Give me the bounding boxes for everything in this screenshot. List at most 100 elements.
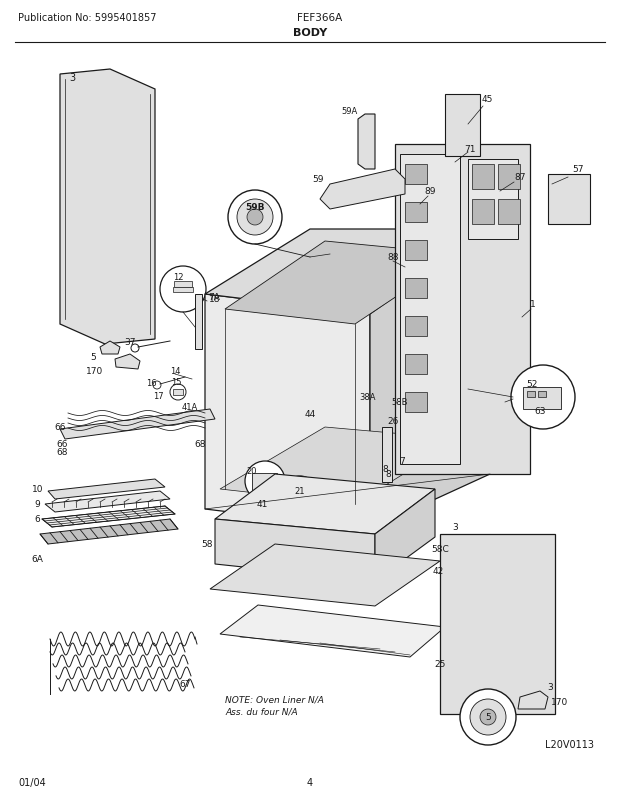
Circle shape — [228, 191, 282, 245]
Bar — [252, 473, 277, 492]
Text: 68: 68 — [194, 440, 206, 449]
Text: BODY: BODY — [293, 28, 327, 38]
Text: 170: 170 — [551, 698, 569, 707]
Polygon shape — [225, 241, 460, 325]
Polygon shape — [210, 545, 440, 606]
Bar — [498, 164, 520, 190]
Text: 88: 88 — [388, 253, 399, 262]
Text: 3: 3 — [69, 73, 75, 83]
Bar — [173, 390, 183, 395]
Circle shape — [237, 200, 273, 236]
Text: 6A: 6A — [31, 555, 43, 564]
Circle shape — [511, 366, 575, 429]
Bar — [405, 203, 427, 223]
Polygon shape — [60, 410, 215, 439]
Bar — [289, 486, 311, 502]
Text: 41A: 41A — [182, 403, 198, 412]
Bar — [195, 294, 202, 350]
Text: L20V0113: L20V0113 — [545, 739, 594, 749]
Bar — [173, 288, 193, 293]
Text: 25: 25 — [435, 660, 446, 669]
Text: 26: 26 — [388, 417, 399, 426]
Text: 8: 8 — [385, 470, 391, 479]
Polygon shape — [220, 606, 445, 657]
Text: 12: 12 — [173, 273, 184, 282]
Polygon shape — [220, 427, 460, 504]
Polygon shape — [205, 229, 490, 314]
Text: 52: 52 — [526, 380, 538, 389]
Bar — [405, 278, 427, 298]
Polygon shape — [518, 691, 548, 709]
Polygon shape — [60, 70, 155, 345]
Polygon shape — [215, 475, 435, 534]
Bar — [395, 145, 530, 475]
Polygon shape — [48, 480, 165, 500]
Text: 89: 89 — [424, 187, 436, 196]
Text: 87: 87 — [514, 173, 526, 182]
Text: 58: 58 — [202, 540, 213, 549]
Bar — [548, 175, 590, 225]
Text: 45: 45 — [481, 95, 493, 104]
Circle shape — [245, 461, 285, 501]
Text: 63: 63 — [534, 407, 546, 416]
Circle shape — [170, 384, 186, 400]
Polygon shape — [375, 489, 435, 581]
Text: 59A: 59A — [342, 107, 358, 116]
Polygon shape — [370, 229, 490, 529]
Text: 5: 5 — [90, 353, 96, 362]
Polygon shape — [42, 506, 175, 528]
Bar — [405, 317, 427, 337]
Text: 7A: 7A — [208, 294, 220, 302]
Circle shape — [282, 476, 318, 512]
Text: 7: 7 — [399, 457, 405, 466]
Polygon shape — [320, 170, 405, 210]
Bar — [538, 391, 546, 398]
Text: 8: 8 — [382, 465, 388, 474]
Polygon shape — [100, 342, 120, 354]
Circle shape — [247, 210, 263, 225]
Text: 38A: 38A — [360, 393, 376, 402]
Text: Ass. du four N/A: Ass. du four N/A — [225, 707, 298, 715]
Bar — [382, 427, 392, 482]
Text: 20: 20 — [247, 467, 257, 476]
Text: 16: 16 — [146, 379, 156, 388]
Text: 66: 66 — [55, 423, 66, 432]
Circle shape — [480, 709, 496, 725]
Text: 9: 9 — [34, 500, 40, 508]
Bar — [523, 387, 561, 410]
Text: 42: 42 — [432, 567, 444, 576]
Text: 17: 17 — [153, 392, 163, 401]
Circle shape — [470, 699, 506, 735]
Text: 6: 6 — [34, 515, 40, 524]
Polygon shape — [215, 520, 375, 581]
Bar — [468, 160, 518, 240]
Text: 58B: 58B — [392, 398, 408, 407]
Polygon shape — [115, 354, 140, 370]
Text: 10: 10 — [32, 485, 44, 494]
Bar — [405, 392, 427, 412]
Bar — [405, 241, 427, 261]
Polygon shape — [45, 492, 170, 512]
Bar — [174, 282, 192, 288]
Text: 58C: 58C — [431, 545, 449, 554]
Text: 1: 1 — [530, 300, 536, 309]
Bar — [405, 354, 427, 375]
Text: 4: 4 — [307, 777, 313, 787]
Text: 01/04: 01/04 — [18, 777, 46, 787]
Text: 21: 21 — [294, 487, 305, 496]
Text: NOTE: Oven Liner N/A: NOTE: Oven Liner N/A — [225, 695, 324, 703]
Bar — [400, 155, 460, 464]
Text: 44: 44 — [304, 410, 316, 419]
Text: 37: 37 — [124, 338, 136, 347]
Text: FEF366A: FEF366A — [298, 13, 343, 23]
Text: 71: 71 — [464, 145, 476, 154]
Bar — [472, 200, 494, 225]
Text: 18: 18 — [210, 295, 221, 304]
Text: 5: 5 — [485, 713, 491, 722]
Bar — [527, 391, 535, 398]
Text: 59: 59 — [312, 176, 324, 184]
Polygon shape — [205, 294, 370, 529]
Text: 67: 67 — [179, 679, 191, 689]
Polygon shape — [358, 115, 375, 170]
Text: 68: 68 — [56, 448, 68, 457]
